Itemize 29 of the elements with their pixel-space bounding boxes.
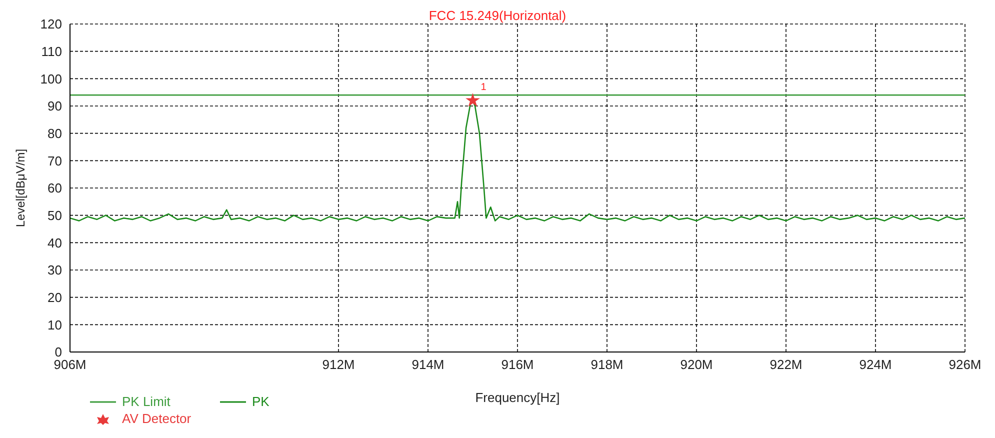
x-tick-label: 912M: [322, 357, 355, 372]
y-tick-label: 20: [48, 290, 62, 305]
x-tick-label: 918M: [590, 357, 624, 372]
y-tick-label: 50: [48, 208, 62, 223]
legend-label: PK: [252, 394, 270, 409]
y-tick-label: 90: [48, 98, 62, 114]
x-tick-label: 922M: [770, 357, 802, 372]
x-tick-label: 920M: [680, 357, 713, 372]
x-tick-label: 916M: [501, 357, 534, 372]
legend-label: AV Detector: [122, 411, 192, 426]
x-tick-label: 924M: [859, 357, 892, 372]
annotation: 1: [480, 82, 487, 94]
x-axis-title: Frequency[Hz]: [475, 390, 560, 405]
y-tick-label: 60: [48, 180, 62, 196]
x-tick-label: 926M: [948, 357, 982, 372]
y-tick-label: 120: [40, 16, 62, 32]
y-tick-label: 10: [48, 317, 62, 332]
chart-title: FCC 15.249(Horizontal): [428, 8, 566, 23]
x-tick-label: 914M: [412, 357, 444, 372]
y-tick-label: 80: [48, 126, 62, 141]
y-tick-label: 70: [48, 153, 62, 168]
y-tick-label: 0: [54, 344, 62, 360]
y-axis-title: Level[dBμV/m]: [13, 148, 28, 228]
y-tick-label: 110: [41, 44, 62, 59]
y-tick-label: 100: [40, 71, 62, 86]
y-tick-label: 30: [48, 262, 62, 278]
legend-label: PK Limit: [122, 394, 170, 409]
y-tick-label: 40: [48, 235, 62, 250]
x-tick-label: 906M: [54, 357, 86, 372]
